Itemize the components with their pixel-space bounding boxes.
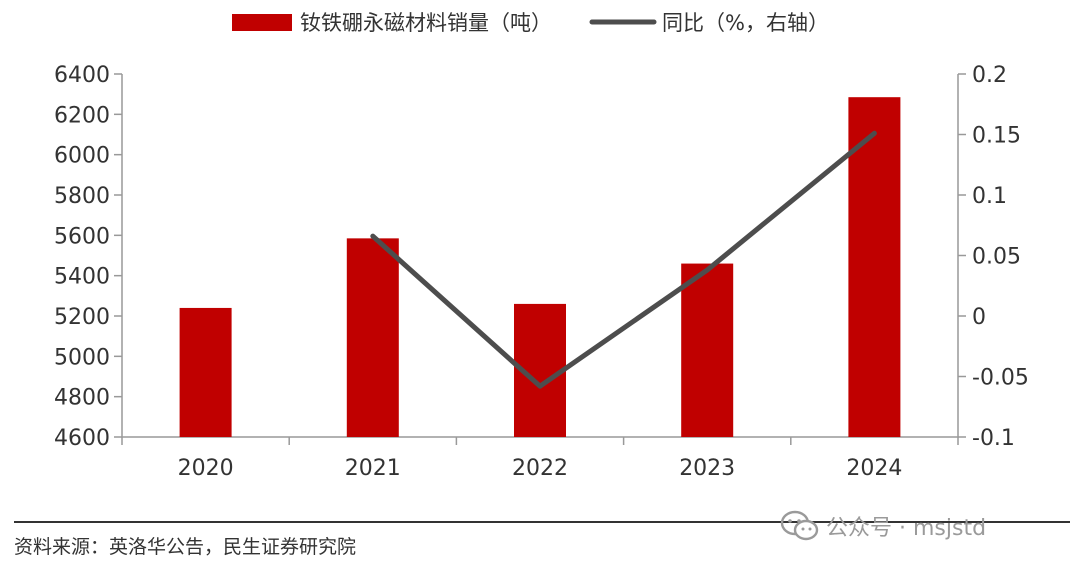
right-tick-label: 0.1 — [972, 184, 1007, 209]
left-tick-label: 5600 — [54, 224, 110, 249]
bar — [346, 238, 399, 437]
watermark: 公众号 · msjstd — [780, 510, 986, 542]
watermark-text: 公众号 · msjstd — [826, 516, 987, 541]
legend-label-bar: 钕铁硼永磁材料销量（吨） — [300, 11, 552, 35]
left-tick-label: 4600 — [54, 426, 110, 451]
left-tick-label: 6400 — [54, 63, 110, 88]
left-y-axis: 4600 4800 5000 5200 5400 5600 5800 6000 6200 6400 — [54, 63, 123, 451]
chart: 钕铁硼永磁材料销量（吨） 同比（%，右轴） 4600 4800 5000 5200 540… — [54, 11, 1029, 481]
left-tick-label: 5800 — [54, 184, 110, 209]
x-tick-label: 2023 — [679, 456, 735, 481]
line-path — [370, 130, 877, 389]
right-tick-label: 0.2 — [972, 63, 1007, 88]
left-tick-label: 5200 — [54, 305, 110, 330]
right-tick-label: -0.05 — [972, 366, 1029, 391]
bar — [681, 263, 734, 437]
x-tick-label: 2020 — [178, 456, 234, 481]
right-tick-label: 0 — [972, 305, 986, 330]
x-tick-label: 2024 — [846, 456, 902, 481]
right-y-axis: -0.1 -0.05 0 0.05 0.1 0.15 0.2 — [957, 63, 1029, 451]
x-axis: 2020 2021 2022 2023 2024 — [121, 436, 959, 481]
line-series — [370, 130, 877, 389]
left-tick-label: 4800 — [54, 386, 110, 411]
legend-label-line: 同比（%，右轴） — [662, 11, 829, 35]
bar — [848, 97, 901, 438]
right-tick-label: 0.05 — [972, 245, 1021, 270]
right-tick-label: 0.15 — [972, 124, 1021, 149]
left-tick-label: 5000 — [54, 345, 110, 370]
x-tick-label: 2021 — [345, 456, 401, 481]
left-tick-label: 6000 — [54, 144, 110, 169]
bar — [179, 307, 232, 437]
left-tick-label: 6200 — [54, 103, 110, 128]
source-note: 资料来源：英洛华公告，民生证券研究院 — [14, 536, 357, 558]
legend-swatch-bar — [232, 14, 292, 31]
legend: 钕铁硼永磁材料销量（吨） 同比（%，右轴） — [232, 11, 829, 35]
right-tick-label: -0.1 — [972, 426, 1015, 451]
wechat-icon — [780, 510, 819, 541]
x-tick-label: 2022 — [512, 456, 568, 481]
left-tick-label: 5400 — [54, 265, 110, 290]
footer-rule — [14, 521, 1070, 523]
